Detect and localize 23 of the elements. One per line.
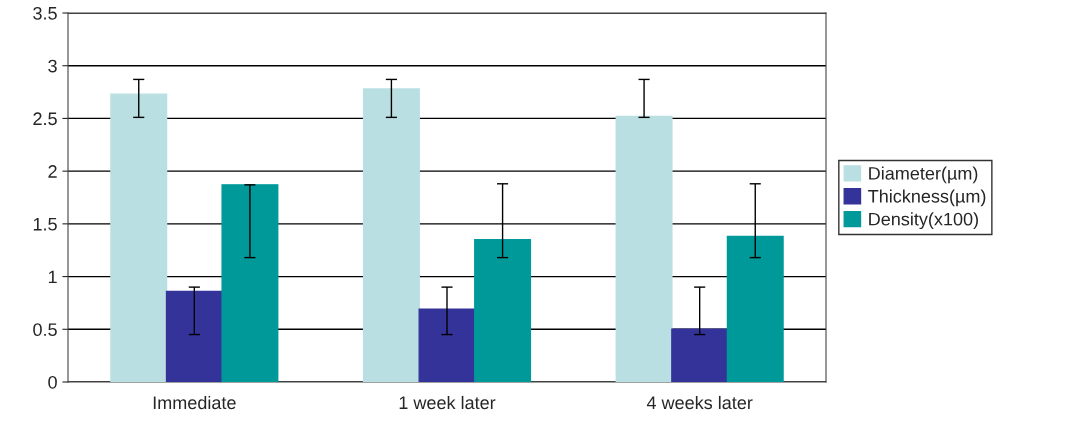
bar — [362, 88, 420, 382]
bar — [165, 290, 223, 382]
legend-label: Density(x100) — [869, 212, 978, 230]
y-tick-label: 2 — [48, 165, 57, 178]
bar — [110, 93, 168, 382]
y-tick-label: 0 — [48, 375, 57, 389]
bar — [418, 308, 476, 382]
y-tick-label: 3.5 — [33, 6, 57, 20]
bar — [474, 238, 532, 382]
y-tick-label: 3 — [48, 59, 57, 73]
bar — [726, 235, 784, 382]
bar — [671, 328, 729, 382]
legend-label: Diameter(µm) — [869, 166, 978, 184]
bar — [221, 184, 279, 382]
y-tick-label: 0.5 — [33, 323, 57, 337]
y-tick-label: 2.5 — [33, 112, 57, 126]
x-tick-label: Immediate — [153, 395, 236, 410]
x-tick-label: 1 week later — [399, 395, 496, 410]
y-tick-label: 1.5 — [33, 217, 57, 231]
bar — [615, 115, 673, 382]
y-tick-label: 1 — [48, 270, 57, 284]
legend-label: Thickness(µm) — [868, 189, 986, 207]
x-tick-label: 4 weeks later — [646, 395, 753, 410]
